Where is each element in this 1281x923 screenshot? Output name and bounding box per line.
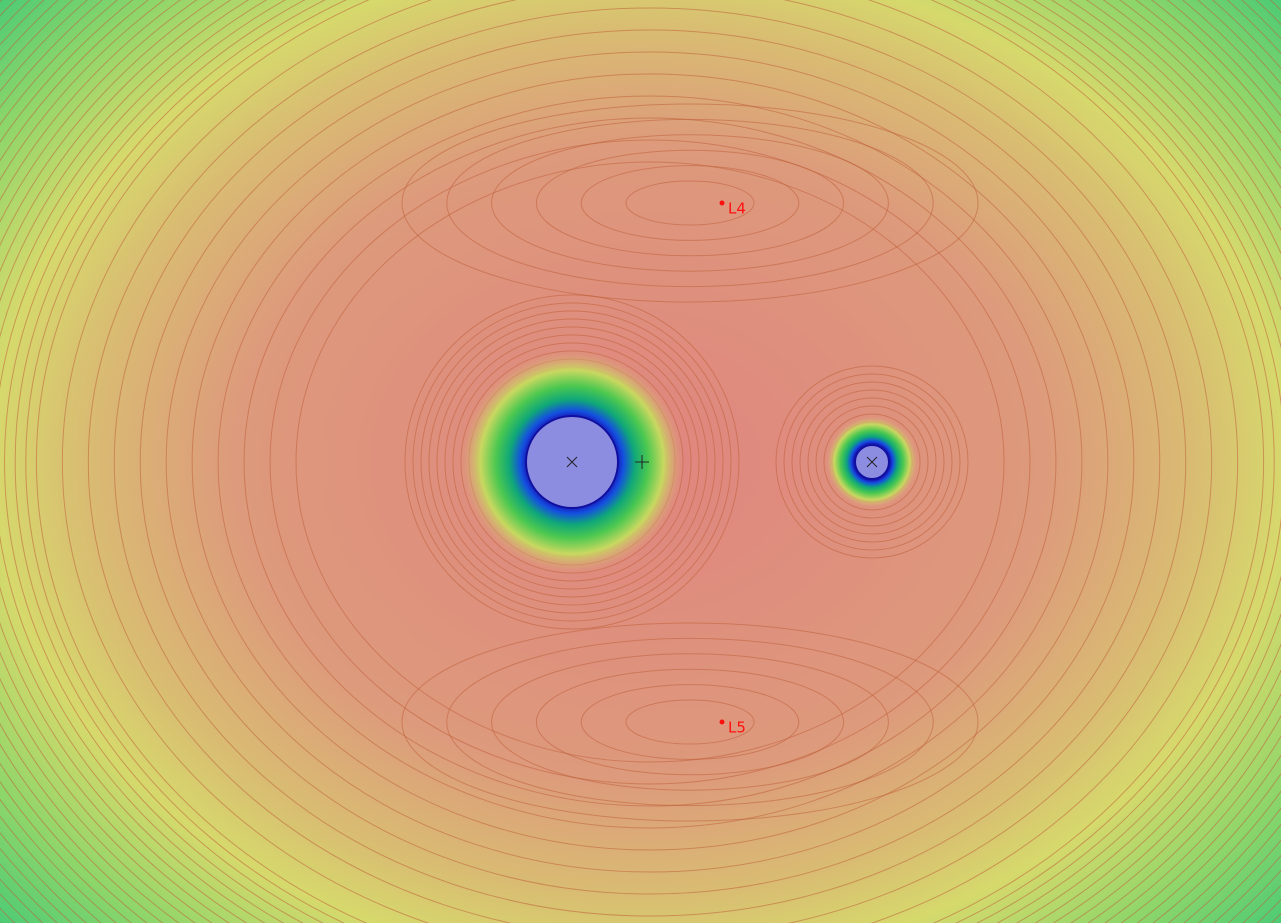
contour-line xyxy=(436,326,708,598)
contour-line xyxy=(625,180,755,226)
contour-line xyxy=(823,413,921,511)
contour-line xyxy=(775,365,969,559)
contour-line xyxy=(165,51,1135,873)
contour-line xyxy=(491,134,889,272)
contour-line xyxy=(25,0,1275,923)
secondary-center xyxy=(866,456,878,468)
contour-line xyxy=(87,0,1213,923)
contour-line xyxy=(217,95,1083,829)
l5-point xyxy=(719,719,725,725)
contour-line xyxy=(36,0,1264,923)
contour-line xyxy=(420,310,724,614)
contour-line xyxy=(295,161,1005,763)
primary-center xyxy=(566,456,578,468)
markers xyxy=(566,455,878,469)
contour-line xyxy=(807,397,937,527)
contour-line xyxy=(452,342,692,582)
contour-line xyxy=(799,389,945,535)
contour-line xyxy=(14,0,1281,923)
contour-line xyxy=(791,381,953,543)
contour-line xyxy=(444,334,700,590)
contour-line xyxy=(404,294,740,630)
contour-line xyxy=(580,165,800,241)
contour-line xyxy=(446,637,934,807)
contour-line xyxy=(412,302,732,622)
contour-line xyxy=(815,405,929,519)
contour-line xyxy=(4,0,1281,923)
contour-line xyxy=(243,117,1057,807)
contour-line xyxy=(580,684,800,760)
contour-line xyxy=(491,653,889,791)
contour-line xyxy=(269,139,1031,785)
contour-line xyxy=(535,149,845,257)
contour-line xyxy=(625,699,755,745)
contour-line xyxy=(401,103,979,303)
contour-line xyxy=(535,668,845,776)
l4-label: L4 xyxy=(728,200,746,218)
barycenter xyxy=(635,455,649,469)
contour-line xyxy=(62,0,1238,923)
contour-line xyxy=(446,118,934,288)
l5-label: L5 xyxy=(728,719,746,737)
contour-line xyxy=(139,29,1161,895)
contour-line xyxy=(428,318,716,606)
contour-line xyxy=(113,7,1187,917)
contour-line xyxy=(191,73,1109,851)
contour-line xyxy=(783,373,961,551)
l4-point xyxy=(719,200,725,206)
contour-line xyxy=(401,622,979,822)
